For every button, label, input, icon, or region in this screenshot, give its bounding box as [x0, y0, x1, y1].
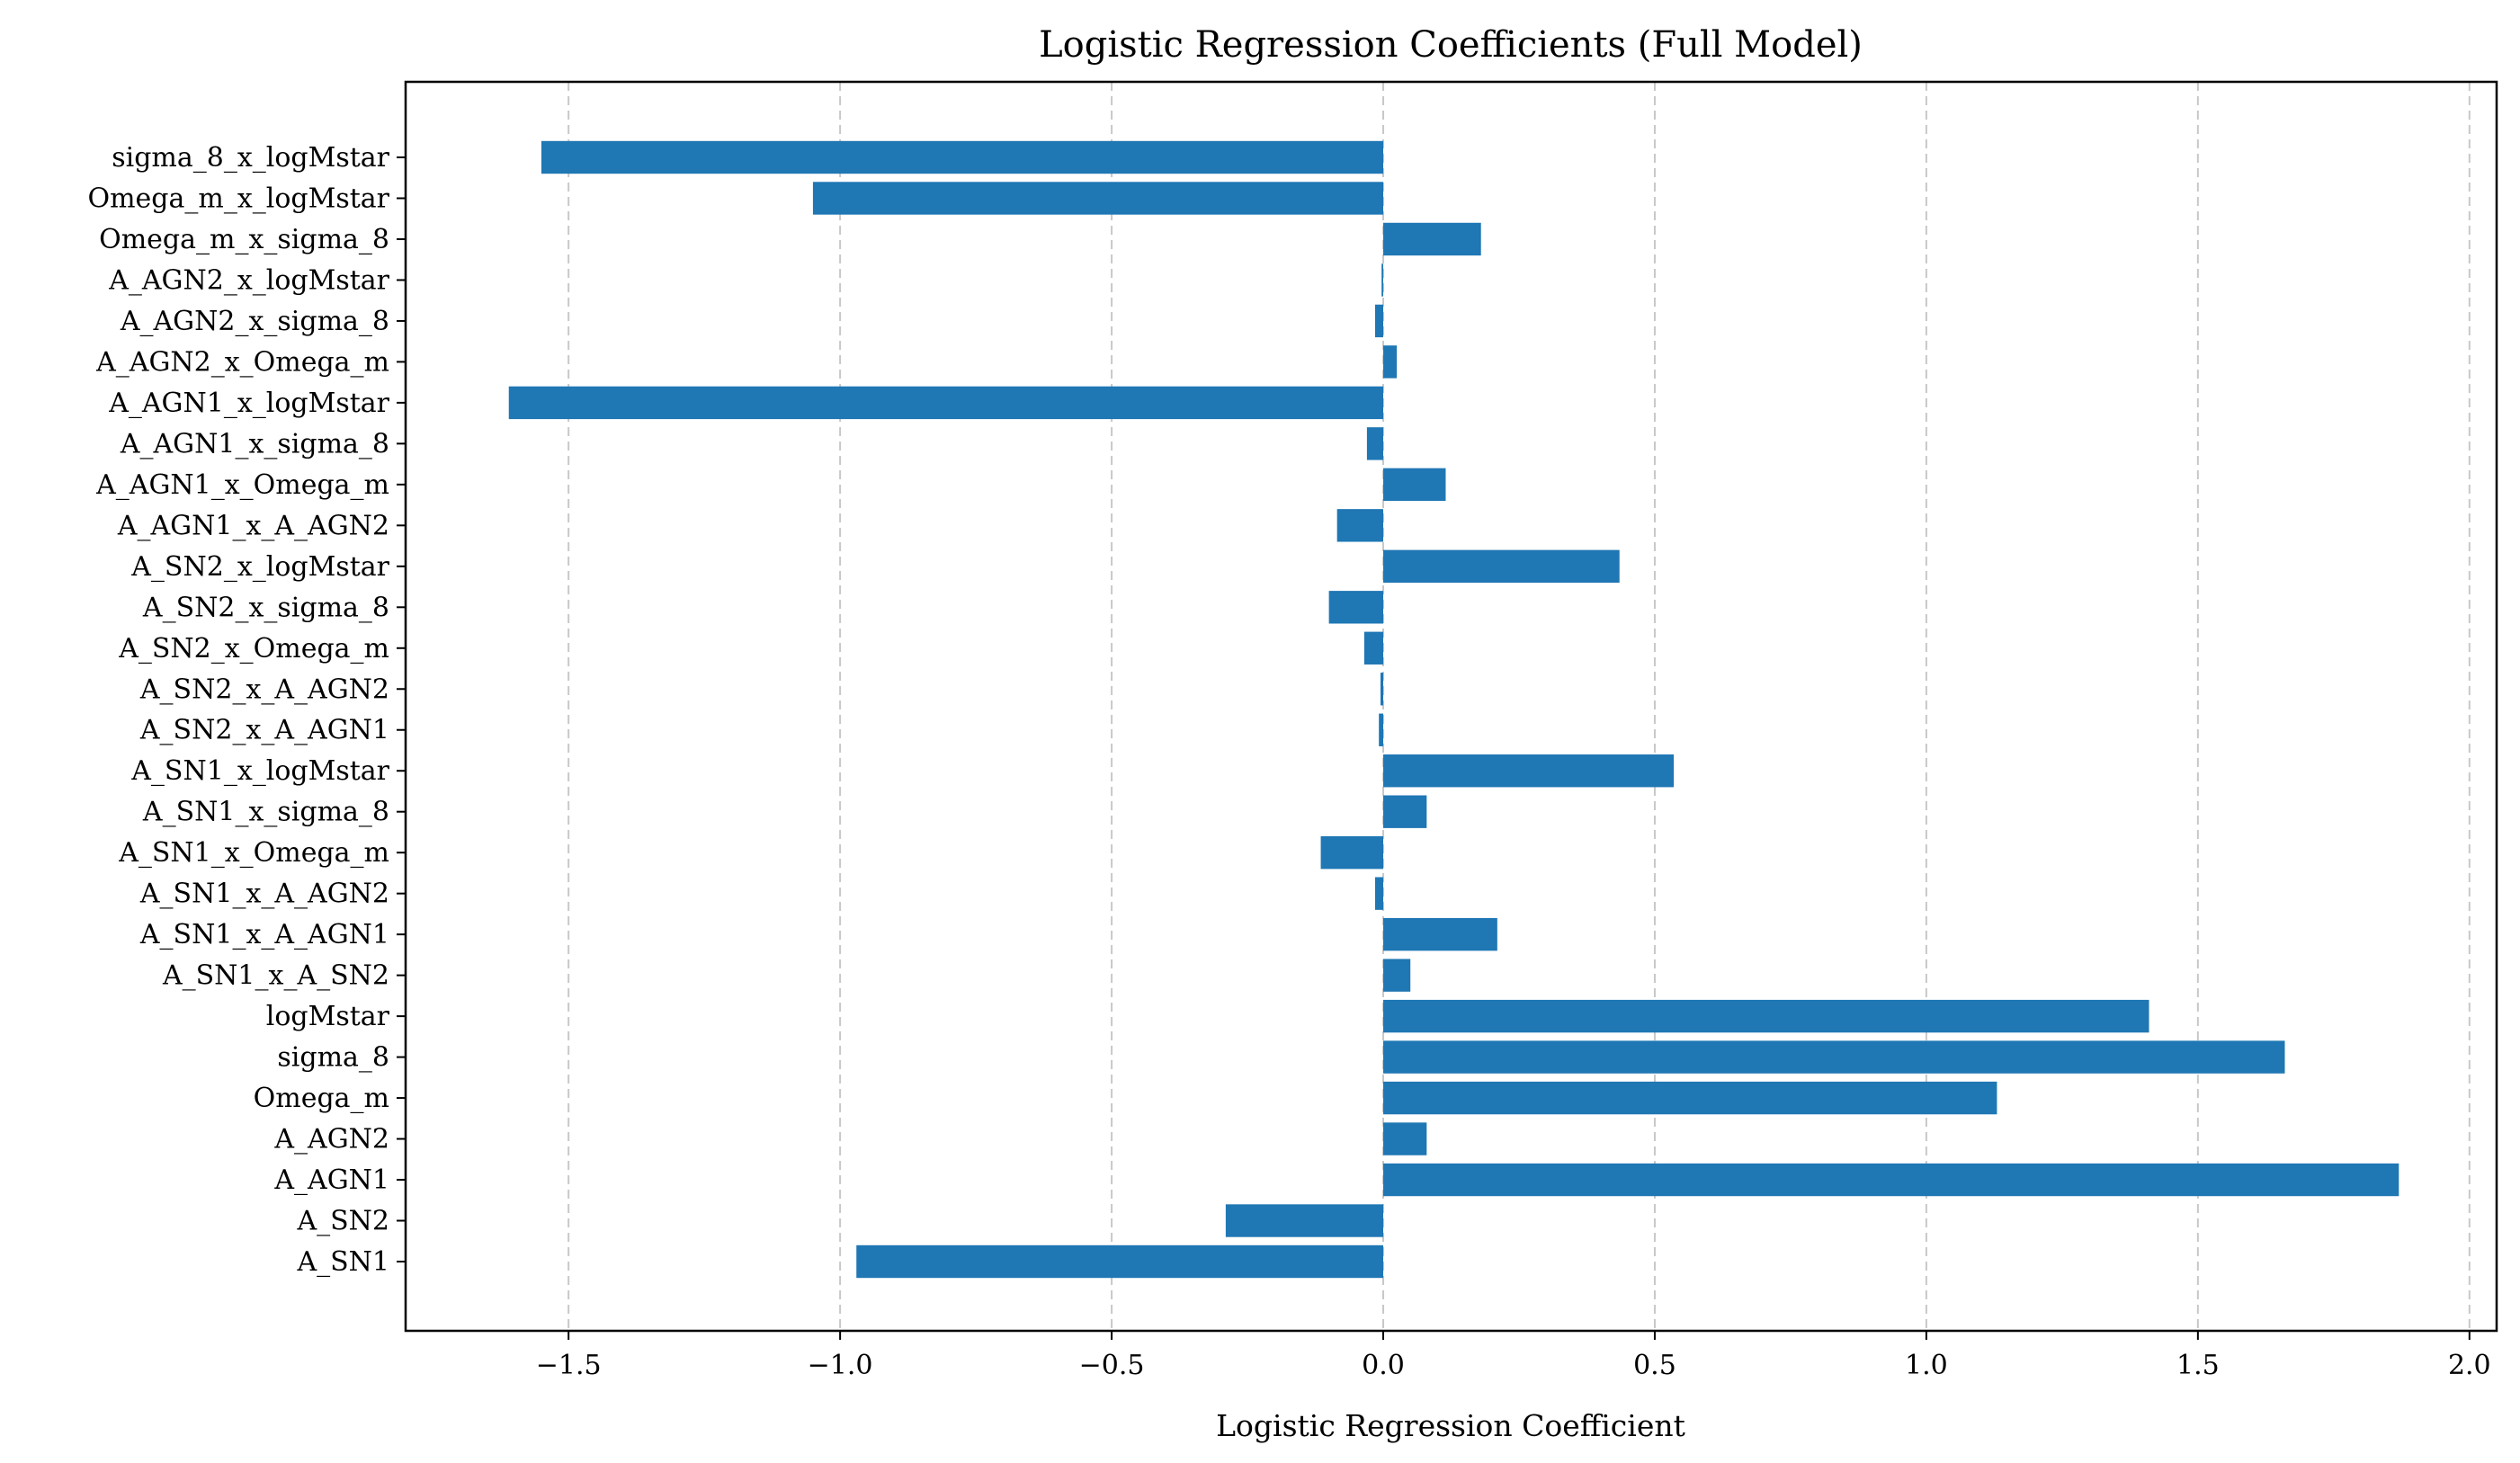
- y-tick-label: A_SN1_x_Omega_m: [118, 837, 389, 869]
- bar-a-sn1-x-a-agn1: [1383, 917, 1497, 951]
- y-tick-label: A_SN1_x_A_AGN1: [139, 919, 389, 950]
- bar-a-sn2-x-sigma-8: [1328, 591, 1384, 624]
- bars: [508, 140, 2399, 1279]
- x-axis-title: Logistic Regression Coefficient: [1216, 1408, 1685, 1443]
- bar-a-sn2-x-a-agn1: [1379, 713, 1384, 746]
- bar-a-agn2-x-logmstar: [1381, 263, 1384, 297]
- y-tick-label: A_SN1_x_A_SN2: [162, 960, 389, 992]
- y-axis-ticks: A_SN1 A_SN2 A_AGN1 A_AGN2 Omega_m sigma_8 logM…: [87, 142, 406, 1278]
- y-tick-label: A_AGN2_x_sigma_8: [120, 306, 389, 337]
- chart-title: Logistic Regression Coefficients (Full M…: [1039, 24, 1863, 66]
- bar-omega-m: [1383, 1081, 1997, 1115]
- bar-a-agn1-x-logmstar: [508, 386, 1384, 420]
- x-tick-label: 2.0: [2448, 1350, 2491, 1381]
- bar-omega-m-x-logmstar: [812, 182, 1384, 215]
- bar-a-agn1-x-omega-m: [1383, 468, 1446, 502]
- bar-a-agn2: [1383, 1122, 1427, 1155]
- bar-a-agn2-x-omega-m: [1383, 345, 1398, 379]
- y-tick-label: A_AGN2_x_logMstar: [108, 264, 389, 296]
- y-tick-label: A_AGN1_x_Omega_m: [95, 469, 389, 501]
- y-tick-label: A_AGN1_x_sigma_8: [120, 428, 389, 459]
- x-tick-label: −0.5: [1079, 1350, 1145, 1381]
- bar-sigma-8: [1383, 1040, 2285, 1074]
- y-tick-label: sigma_8: [277, 1042, 389, 1074]
- bar-a-sn1-x-a-sn2: [1383, 959, 1411, 992]
- x-axis-ticks: −1.5 −1.0 −0.5 0.0 0.5 1.0 1.5 2.0: [536, 1331, 2491, 1381]
- y-tick-label: A_SN2_x_A_AGN1: [139, 715, 389, 746]
- bar-a-sn1-x-omega-m: [1320, 835, 1384, 870]
- y-tick-label: A_SN1_x_A_AGN2: [139, 879, 389, 910]
- y-tick-label: A_SN2_x_A_AGN2: [139, 674, 389, 705]
- bar-a-sn2-x-a-agn2: [1380, 673, 1384, 706]
- bar-logmstar: [1383, 999, 2149, 1033]
- bar-sigma-8-x-logmstar: [541, 140, 1384, 174]
- bar-a-sn2-x-omega-m: [1363, 631, 1384, 665]
- bar-omega-m-x-sigma-8: [1383, 222, 1481, 256]
- x-tick-label: −1.0: [808, 1350, 873, 1381]
- bar-a-sn1: [856, 1244, 1384, 1279]
- bar-a-sn2-x-logmstar: [1383, 549, 1620, 584]
- y-tick-label: Omega_m: [254, 1083, 389, 1114]
- x-tick-label: 1.5: [2176, 1350, 2220, 1381]
- y-tick-label: A_SN2_x_sigma_8: [142, 592, 389, 623]
- y-tick-label: A_SN2_x_logMstar: [130, 551, 389, 583]
- bar-a-agn2-x-sigma-8: [1374, 304, 1384, 338]
- y-tick-label: A_SN1_x_logMstar: [130, 755, 389, 787]
- bar-a-agn1-x-a-agn2: [1336, 509, 1384, 542]
- x-tick-label: −1.5: [536, 1350, 602, 1381]
- y-tick-label: A_AGN2: [273, 1124, 389, 1155]
- y-tick-label: A_AGN1: [273, 1164, 389, 1196]
- bar-a-sn1-x-sigma-8: [1383, 795, 1427, 828]
- bar-a-sn1-x-logmstar: [1383, 754, 1675, 788]
- y-tick-label: Omega_m_x_logMstar: [87, 183, 389, 214]
- plot-frame: [404, 80, 2498, 1333]
- y-tick-label: Omega_m_x_sigma_8: [99, 224, 389, 255]
- y-tick-label: logMstar: [266, 1001, 390, 1032]
- x-tick-label: 1.0: [1905, 1350, 1948, 1381]
- y-tick-label: A_SN2_x_Omega_m: [118, 633, 389, 665]
- y-tick-label: A_AGN1_x_logMstar: [108, 388, 389, 419]
- x-tick-label: 0.0: [1362, 1350, 1405, 1381]
- bar-a-agn1: [1383, 1163, 2399, 1197]
- bar-a-sn2: [1225, 1204, 1384, 1237]
- y-tick-label: A_SN1: [296, 1246, 389, 1278]
- bar-a-sn1-x-a-agn2: [1374, 877, 1384, 910]
- y-tick-label: A_SN1_x_sigma_8: [142, 797, 389, 828]
- x-tick-label: 0.5: [1633, 1350, 1676, 1381]
- y-tick-label: A_AGN2_x_Omega_m: [95, 346, 389, 378]
- y-tick-label: A_AGN1_x_A_AGN2: [117, 510, 389, 541]
- bar-a-agn1-x-sigma-8: [1366, 427, 1384, 460]
- y-tick-label: A_SN2: [296, 1206, 389, 1237]
- y-tick-label: sigma_8_x_logMstar: [112, 142, 389, 174]
